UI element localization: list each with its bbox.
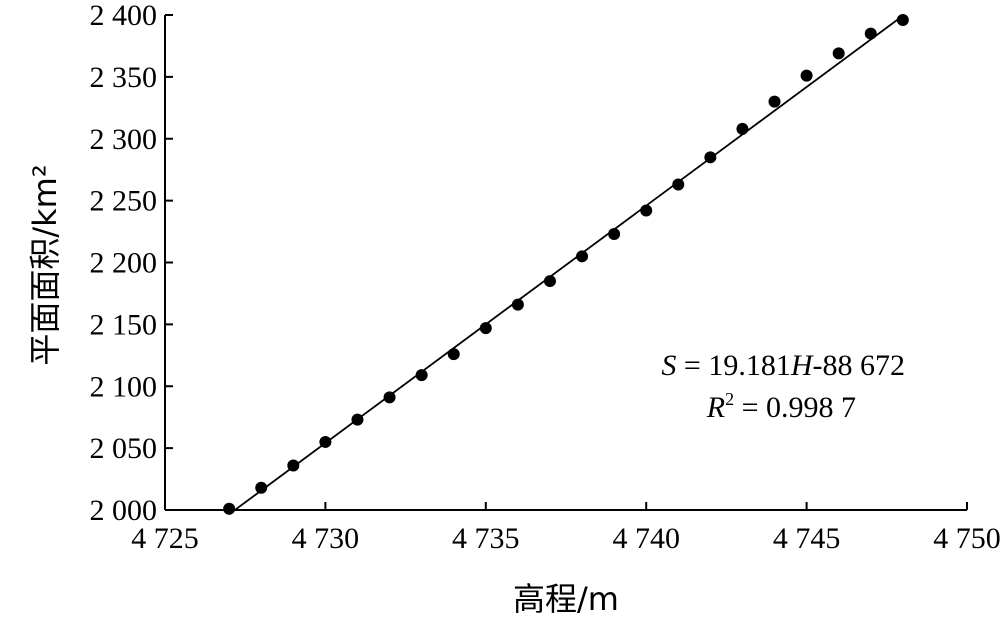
data-point xyxy=(608,228,621,241)
data-point xyxy=(736,122,749,135)
x-tick-label: 4 725 xyxy=(131,522,199,555)
data-point xyxy=(447,348,460,361)
data-point xyxy=(479,322,492,335)
equation-var-h: H xyxy=(790,349,815,382)
r-squared-value: = 0.998 7 xyxy=(734,391,856,424)
r-squared-label: R2 = 0.998 7 xyxy=(706,389,856,424)
data-point xyxy=(704,151,717,164)
data-point xyxy=(351,413,364,426)
data-point xyxy=(832,47,845,60)
data-point xyxy=(896,13,909,26)
equation-var-s: S xyxy=(661,349,676,382)
y-tick-label: 2 100 xyxy=(90,370,158,403)
data-point xyxy=(511,298,524,311)
data-point xyxy=(800,69,813,82)
equation-tail: -88 672 xyxy=(813,349,906,382)
data-point xyxy=(640,204,653,217)
r-squared-var: R xyxy=(706,391,725,424)
axes: 4 725 4 730 4 735 4 740 4 745 4 750 2 000 2 050… xyxy=(90,0,1000,555)
data-point xyxy=(255,481,268,494)
data-point xyxy=(768,95,781,108)
x-tick-label: 4 745 xyxy=(773,522,841,555)
x-tick-label: 4 735 xyxy=(452,522,520,555)
y-tick-label: 2 050 xyxy=(90,432,158,465)
x-tick-label: 4 740 xyxy=(612,522,680,555)
data-point xyxy=(383,391,396,404)
y-tick-label: 2 250 xyxy=(90,185,158,218)
data-point xyxy=(864,27,877,40)
r-squared-sup: 2 xyxy=(725,389,734,409)
data-point xyxy=(543,275,556,288)
data-point xyxy=(223,502,236,515)
fit-line-group xyxy=(228,15,904,515)
data-point xyxy=(415,369,428,382)
y-tick-label: 2 150 xyxy=(90,308,158,341)
fit-line xyxy=(228,15,904,515)
y-tick-label: 2 200 xyxy=(90,247,158,280)
data-point xyxy=(672,178,685,191)
x-tick-label: 4 730 xyxy=(292,522,360,555)
y-axis-title: 平面面积/km² xyxy=(26,164,64,365)
data-points xyxy=(223,13,909,515)
data-point xyxy=(319,435,332,448)
data-point xyxy=(576,250,589,263)
y-tick-label: 2 000 xyxy=(90,494,158,527)
y-tick-label: 2 400 xyxy=(90,0,158,32)
equation-mid: = 19.181 xyxy=(676,349,790,382)
equation-label: S = 19.181H-88 672 xyxy=(661,349,905,382)
x-axis-title: 高程/m xyxy=(513,580,619,618)
y-tick-label: 2 300 xyxy=(90,123,158,156)
y-tick-label: 2 350 xyxy=(90,61,158,94)
x-tick-label: 4 750 xyxy=(933,522,1000,555)
data-point xyxy=(287,459,300,472)
